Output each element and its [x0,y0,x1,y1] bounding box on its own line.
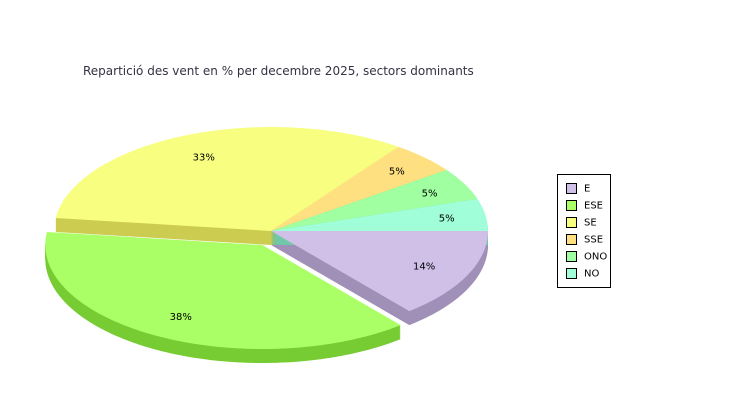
legend-item-SE: SE [566,217,597,229]
legend-label: SE [584,217,597,229]
legend-label: ONO [584,251,608,263]
data-label-ESE: 38% [170,312,192,323]
legend-item-NO: NO [566,268,599,280]
legend-item-ESE: ESE [566,200,603,212]
data-label-SSE: 5% [389,167,405,178]
legend-label: E [584,183,591,195]
pie-slice-E [271,231,488,312]
legend-swatch [566,217,577,228]
pie-slice-SSE [271,146,447,231]
legend-swatch [566,251,577,262]
pie-slice-ONO [271,169,478,231]
legend-item-E: E [566,183,590,195]
data-label-SE: 33% [193,153,215,164]
pie-slice-SE [55,127,399,231]
pie-slice-ESE [45,231,401,350]
legend-item-SSE: SSE [566,234,603,246]
legend-label: SSE [584,234,604,246]
data-label-NO: 5% [439,214,455,225]
legend-label: ESE [584,200,603,212]
pie-slice-NO [271,198,488,231]
legend-label: NO [584,268,600,280]
legend-swatch [566,200,577,211]
data-label-ONO: 5% [422,188,438,199]
legend-item-ONO: ONO [566,251,607,263]
legend-swatch [566,183,577,194]
legend-swatch [566,234,577,245]
legend-swatch [566,268,577,279]
chart-title: Repartició des vent en % per decembre 20… [83,64,474,78]
legend: E ESE SE SSE ONO NO [557,174,611,288]
data-label-E: 14% [413,262,435,273]
